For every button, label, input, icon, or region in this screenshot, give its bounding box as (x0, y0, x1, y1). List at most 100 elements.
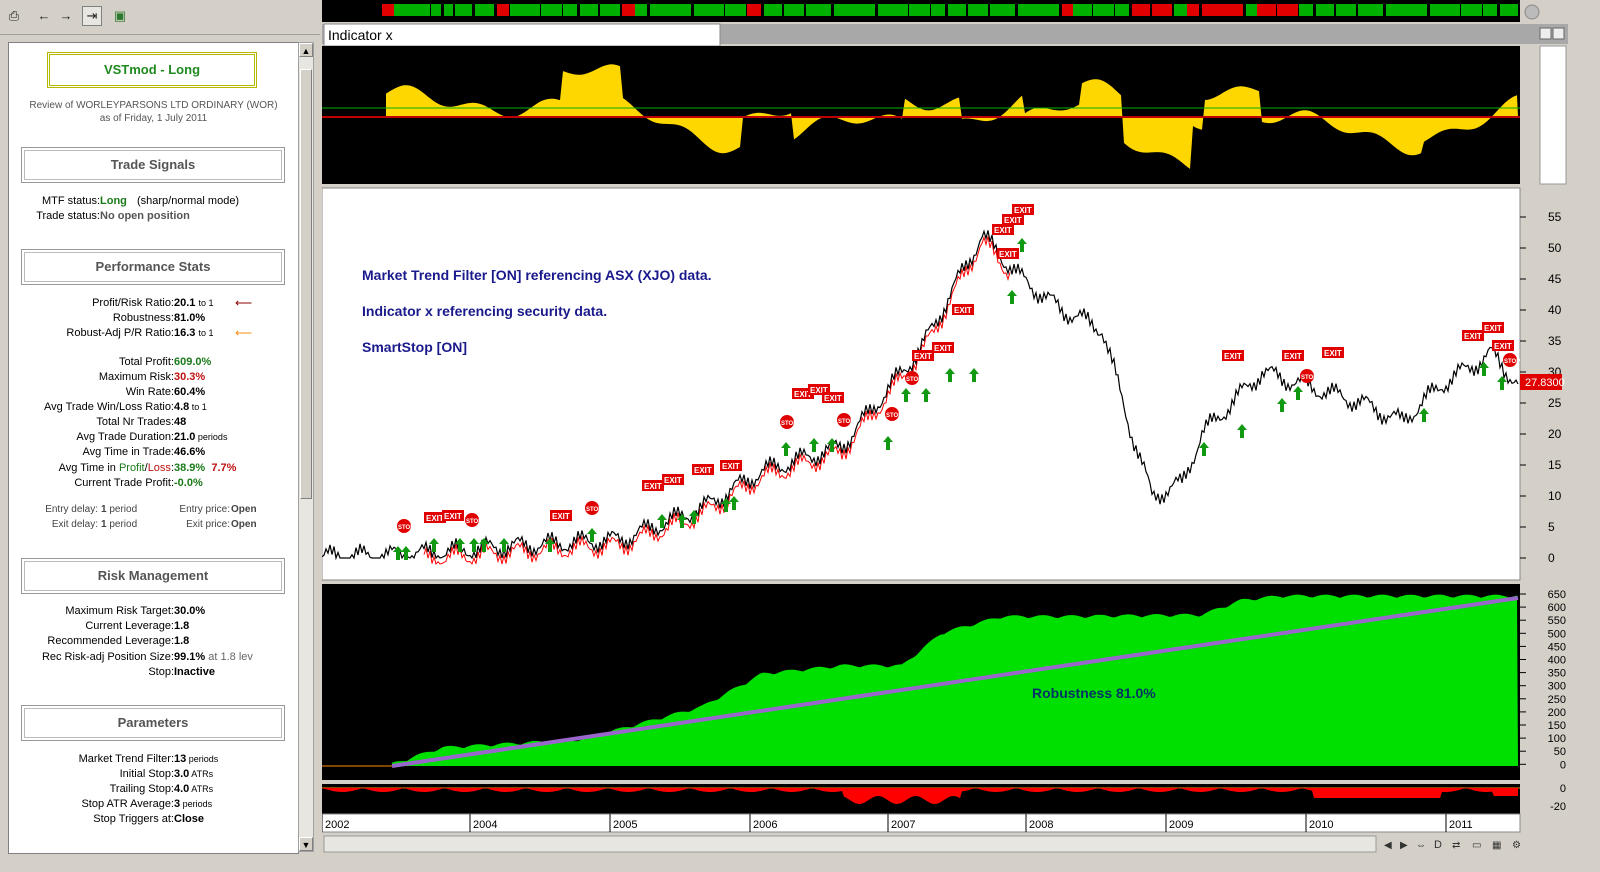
export-icon[interactable]: ▣ (113, 8, 127, 23)
signal-strip-segment (580, 4, 598, 16)
parameters-heading: Parameters (21, 705, 285, 741)
scroll-left-icon[interactable]: ◀ (1384, 840, 1392, 851)
stat-row-label: Total Profit: (118, 356, 174, 368)
annotation-smartstop: SmartStop [ON] (362, 339, 467, 355)
signal-strip-segment (1277, 4, 1298, 16)
stop-marker (1300, 369, 1314, 383)
stat-row: Win Rate: 60.4% (9, 386, 298, 401)
equity-tick-label: 400 (1548, 655, 1566, 667)
restore-icon[interactable] (1539, 27, 1552, 40)
equity-tick-label: 0 (1560, 759, 1566, 771)
signal-strip-segment (806, 4, 819, 16)
exit-marker (808, 384, 830, 395)
year-label: 2009 (1169, 819, 1193, 831)
stop-marker (837, 413, 851, 427)
back-arrow-icon[interactable]: ← (37, 8, 51, 23)
exit-marker-label: EXIT (694, 466, 712, 475)
signal-strip-segment (1500, 4, 1518, 16)
equity-tick-label: 450 (1548, 641, 1566, 653)
stat-row-value: 46.6% (174, 446, 206, 458)
signal-strip-segment (1152, 4, 1172, 16)
equity-tick-label: 150 (1548, 720, 1566, 732)
signal-strip-segment (1062, 4, 1073, 16)
equity-tick-label: 300 (1548, 681, 1566, 693)
equity-tick-label: 200 (1548, 707, 1566, 719)
sidebar-scrollbar[interactable]: ▲ ▼ (298, 42, 314, 852)
stop-marker-label: STOP (906, 377, 922, 383)
risk-row-value: 30.0% (174, 605, 206, 617)
price-tick-label: 20 (1548, 427, 1562, 441)
exit-marker-label: EXIT (426, 514, 444, 523)
signal-strip-segment (1227, 4, 1243, 16)
signal-strip-segment (931, 4, 945, 16)
stat-row-label: Avg Trade Duration: (76, 431, 174, 443)
stat-row: Avg Trade Win/Loss Ratio: 4.8 to 1 (9, 401, 298, 416)
stop-marker (585, 501, 599, 515)
risk-row: Current Leverage: 1.8 (9, 620, 298, 635)
fit-icon[interactable]: ▭ (1472, 840, 1481, 851)
exit-marker-label: EXIT (722, 462, 740, 471)
scroll-down-arrow-icon[interactable]: ▼ (299, 837, 313, 851)
period-daily-button[interactable]: D (1434, 839, 1442, 851)
param-row-value: Close (174, 813, 204, 825)
annotation-mtf: Market Trend Filter [ON] referencing ASX… (362, 267, 712, 283)
forward-arrow-icon[interactable]: → (59, 8, 73, 23)
exit-marker-label: EXIT (934, 344, 952, 353)
system-title: VSTmod - Long (47, 52, 257, 88)
signal-strip-segment (819, 4, 831, 16)
buy-arrow-icon (1293, 386, 1303, 400)
signal-strip-segment (444, 4, 453, 16)
param-row: Stop ATR Average: 3 periods (9, 798, 298, 813)
entry-price-label: Entry price: (179, 504, 230, 515)
signal-strip-segment (563, 4, 577, 16)
scroll-thumb[interactable] (300, 69, 312, 499)
buy-arrow-icon (945, 368, 955, 382)
signal-strip-segment (725, 4, 746, 16)
signal-strip-segment (878, 4, 889, 16)
price-label-box (1520, 374, 1562, 390)
zoom-in-icon[interactable]: ⇄ (1452, 840, 1460, 851)
year-label: 2005 (613, 819, 637, 831)
pin-icon[interactable]: ⇥ (82, 6, 102, 26)
position-size-row: Rec Risk-adj Position Size: 99.1% at 1.8… (9, 651, 298, 666)
signal-strip-segment (1411, 4, 1427, 16)
profit-risk-row: Profit/Risk Ratio: 20.1 to 1 ⟵ (9, 296, 298, 312)
horizontal-scrollbar[interactable] (323, 835, 1377, 853)
close-icon[interactable] (1552, 27, 1565, 40)
toolbar: ⎙ ← → ⇥ ▣ (0, 0, 320, 35)
exit-marker (692, 464, 714, 475)
scroll-right-icon[interactable]: ▶ (1400, 840, 1408, 851)
signal-strip-segment (1483, 4, 1497, 16)
risk-row: Maximum Risk Target: 30.0% (9, 605, 298, 620)
param-row: Market Trend Filter: 13 periods (9, 753, 298, 768)
stat-row-label: Avg Time in Trade: (82, 446, 174, 458)
settings-icon[interactable]: ⚙ (1512, 840, 1521, 851)
exit-marker (424, 512, 446, 523)
stat-row-label: Maximum Risk: (98, 371, 174, 383)
exit-marker-label: EXIT (1484, 324, 1502, 333)
buy-arrow-icon (499, 538, 509, 552)
equity-tick-label: 500 (1548, 628, 1566, 640)
price-tick-label: 50 (1548, 241, 1562, 255)
param-row: Initial Stop: 3.0 ATRs (9, 768, 298, 783)
scroll-up-arrow-icon[interactable]: ▲ (299, 43, 313, 57)
buy-arrow-icon (809, 438, 819, 452)
price-tick-label: 25 (1548, 396, 1562, 410)
exit-marker (1012, 204, 1034, 215)
current-trade-value: -0.0% (174, 477, 203, 489)
buy-arrow-icon (969, 368, 979, 382)
grid-icon[interactable]: ▦ (1492, 840, 1501, 851)
exit-marker (1222, 350, 1244, 361)
risk-row-value: 1.8 (174, 635, 190, 647)
buy-arrow-icon (883, 436, 893, 450)
signal-strip-segment (1461, 4, 1482, 16)
param-row-label: Initial Stop: (119, 768, 174, 780)
scroll-knob-icon[interactable] (1524, 4, 1540, 20)
risk-row-value: 1.8 (174, 620, 190, 632)
equity-tick-label: 600 (1548, 602, 1566, 614)
arrow-left-icon: ⟵ (235, 296, 253, 310)
buy-arrow-icon (479, 538, 489, 552)
stat-row-value: 60.4% (174, 386, 206, 398)
print-icon[interactable]: ⎙ (8, 8, 20, 23)
zoom-out-icon[interactable]: ⇔ (1416, 840, 1426, 851)
